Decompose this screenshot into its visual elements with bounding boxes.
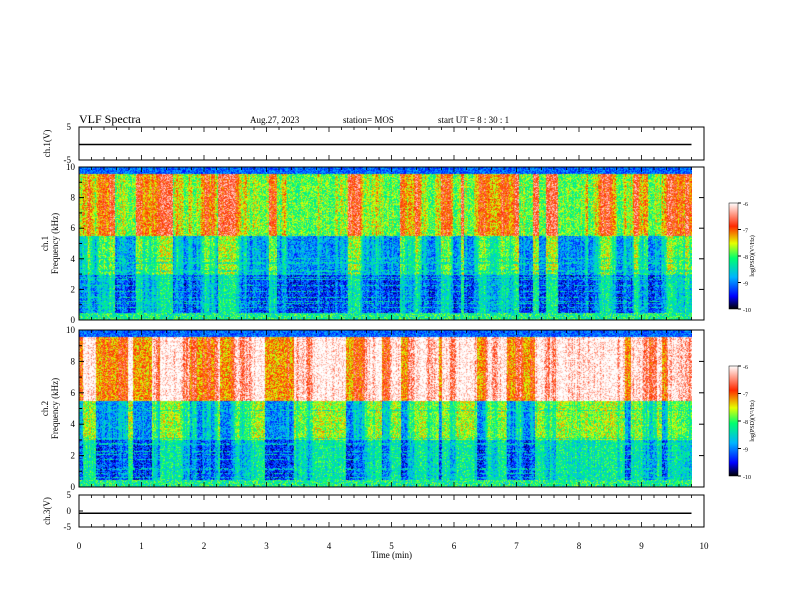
x-tick-label: 3 xyxy=(264,541,269,551)
y-tick-label: 0 xyxy=(71,482,76,492)
x-tick-label: 7 xyxy=(514,541,519,551)
x-tick-label: 9 xyxy=(639,541,644,551)
x-tick-label: 1 xyxy=(139,541,144,551)
x-tick-label: 2 xyxy=(202,541,207,551)
y-tick-label: 2 xyxy=(71,451,76,461)
y-label-voltage: ch.1(V) xyxy=(42,130,52,158)
colorbar-tick-label: -10 xyxy=(743,308,751,314)
y-tick-label: 4 xyxy=(71,419,76,429)
y-tick-label: 8 xyxy=(71,193,76,203)
y-tick-label: 0 xyxy=(71,315,76,325)
spectrogram-image-ch1 xyxy=(79,167,692,320)
y-tick-label: 10 xyxy=(66,162,76,172)
y-tick-label: 2 xyxy=(71,284,76,294)
y-tick-label: 0 xyxy=(67,506,72,516)
start-time-label: start UT = 8 : 30 : 1 xyxy=(438,115,510,125)
colorbar-tick-label: -7 xyxy=(743,393,748,399)
colorbar-tick-label: -8 xyxy=(743,255,748,261)
y-tick-label: 6 xyxy=(71,388,76,398)
station-label: station= MOS xyxy=(343,115,394,125)
x-tick-label: 6 xyxy=(452,541,457,551)
y-label-channel: ch.1 xyxy=(40,236,50,251)
spectrogram-image-ch2 xyxy=(79,330,692,487)
colorbar-label: log(PSD)(V²/Hz) xyxy=(749,235,756,276)
colorbar-label: log(PSD)(V²/Hz) xyxy=(749,400,756,441)
y-tick-label: 4 xyxy=(71,254,76,264)
x-tick-label: 5 xyxy=(389,541,394,551)
colorbar-tick-label: -6 xyxy=(743,202,748,208)
y-tick-label: 5 xyxy=(67,122,72,132)
colorbar-tick-label: -9 xyxy=(743,448,748,454)
y-tick-label: -5 xyxy=(64,522,72,532)
colorbar xyxy=(728,365,739,477)
colorbar xyxy=(728,202,739,310)
x-axis-label: Time (min) xyxy=(371,550,412,560)
y-tick-label: 5 xyxy=(67,490,72,500)
colorbar-tick-label: -9 xyxy=(743,282,748,288)
chart-title: VLF Spectra xyxy=(79,112,141,126)
y-label-frequency: Frequency (kHz) xyxy=(50,213,60,274)
colorbar-tick-label: -7 xyxy=(743,229,748,235)
x-tick-label: 0 xyxy=(77,541,82,551)
date-label: Aug.27, 2023 xyxy=(250,115,300,125)
y-tick-label: 6 xyxy=(71,223,76,233)
x-tick-label: 4 xyxy=(327,541,332,551)
y-label-channel: ch.2 xyxy=(40,401,50,416)
x-tick-label: 10 xyxy=(700,541,710,551)
y-label-frequency: Frequency (kHz) xyxy=(50,378,60,439)
x-tick-label: 8 xyxy=(577,541,582,551)
colorbar-tick-label: -6 xyxy=(743,365,748,371)
colorbar-tick-label: -8 xyxy=(743,420,748,426)
y-tick-label: 10 xyxy=(66,325,76,335)
y-tick-label: 8 xyxy=(71,356,76,366)
y-label-voltage: ch.3(V) xyxy=(42,497,52,525)
y-tick-label: -5 xyxy=(64,155,72,165)
colorbar-tick-label: -10 xyxy=(743,475,751,481)
